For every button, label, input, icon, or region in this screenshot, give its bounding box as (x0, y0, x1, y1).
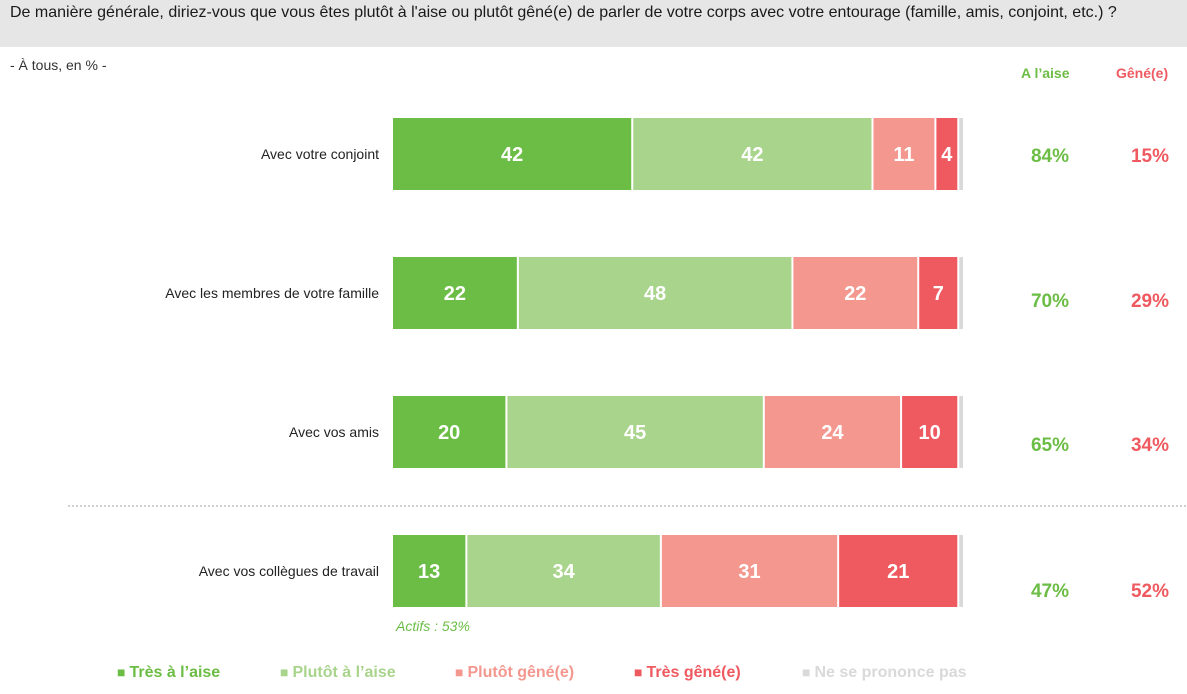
data-label: 48 (644, 283, 666, 305)
bar-segment (919, 257, 958, 329)
actifs-note: Actifs : 53% (395, 618, 470, 634)
category-label: Avec vos collègues de travail (199, 563, 379, 579)
category-label: Avec les membres de votre famille (165, 285, 379, 301)
data-label: 42 (741, 144, 763, 166)
bar-segment (393, 396, 506, 468)
data-label: 7 (933, 283, 944, 305)
total-gene: 29% (1131, 291, 1169, 312)
bar-segment (764, 396, 901, 468)
bar-segment (507, 396, 763, 468)
total-aise: 47% (1031, 581, 1069, 602)
column-header-gene: Gêné(e) (1116, 65, 1169, 81)
total-gene: 34% (1131, 435, 1169, 456)
bar-segment (873, 118, 935, 190)
question-header: De manière générale, diriez-vous que vou… (0, 0, 1187, 47)
total-aise: 84% (1031, 146, 1069, 167)
bar-segment (959, 396, 963, 468)
data-label: 20 (438, 422, 460, 444)
category-label: Avec vos amis (289, 424, 379, 440)
bar-segment (633, 118, 872, 190)
legend-item-plutot-gene: ■ Plutôt gêné(e) (455, 664, 575, 681)
total-gene: 52% (1131, 581, 1169, 602)
total-aise: 65% (1031, 435, 1069, 456)
data-label: 13 (418, 561, 440, 583)
legend-item-tres-aise: ■ Très à l’aise (117, 664, 221, 681)
bar-segment (393, 535, 466, 607)
column-header-aise: A l’aise (1021, 65, 1070, 81)
data-label: 4 (941, 144, 953, 166)
bar-segment (936, 118, 958, 190)
bar-segment (793, 257, 918, 329)
data-label: 34 (552, 561, 575, 583)
bar-segment (467, 535, 660, 607)
stacked-bar-chart: Avec votre conjoint 42 42 11 4 84% 15% Avec les… (68, 118, 1187, 634)
bar-segment (661, 535, 838, 607)
data-label: 22 (444, 283, 466, 305)
question-text: De manière générale, diriez-vous que vou… (10, 4, 1117, 21)
bar-segment (393, 118, 632, 190)
base-subtitle: - À tous, en % - (10, 57, 107, 73)
data-label: 42 (501, 144, 523, 166)
bar-segment (839, 535, 958, 607)
legend-swatch-icon: ■ (280, 664, 289, 680)
data-label: 31 (738, 561, 760, 583)
data-label: 22 (844, 283, 866, 305)
legend-item-tres-gene: ■ Très gêné(e) (634, 664, 741, 681)
bar-segment (959, 535, 963, 607)
legend-item-plutot-aise: ■ Plutôt à l’aise (280, 664, 396, 681)
bar-segment (902, 396, 958, 468)
legend-item-nsp: ■ Ne se prononce pas (802, 664, 967, 681)
data-label: 11 (893, 144, 914, 166)
bar-segment (518, 257, 792, 329)
data-label: 45 (624, 422, 646, 444)
total-aise: 70% (1031, 291, 1069, 312)
legend-swatch-icon: ■ (117, 664, 126, 680)
legend: ■ Très à l’aise ■ Plutôt à l’aise ■ Plutôt … (0, 664, 1187, 686)
data-label: 10 (919, 422, 941, 444)
bar-segment (393, 257, 517, 329)
category-label: Avec votre conjoint (261, 146, 379, 162)
bar-segment (959, 118, 963, 190)
total-gene: 15% (1131, 146, 1169, 167)
legend-swatch-icon: ■ (802, 664, 811, 680)
bar-segment (959, 257, 963, 329)
legend-swatch-icon: ■ (634, 664, 643, 680)
data-label: 21 (887, 561, 909, 583)
data-label: 24 (821, 422, 844, 444)
legend-swatch-icon: ■ (455, 664, 464, 680)
